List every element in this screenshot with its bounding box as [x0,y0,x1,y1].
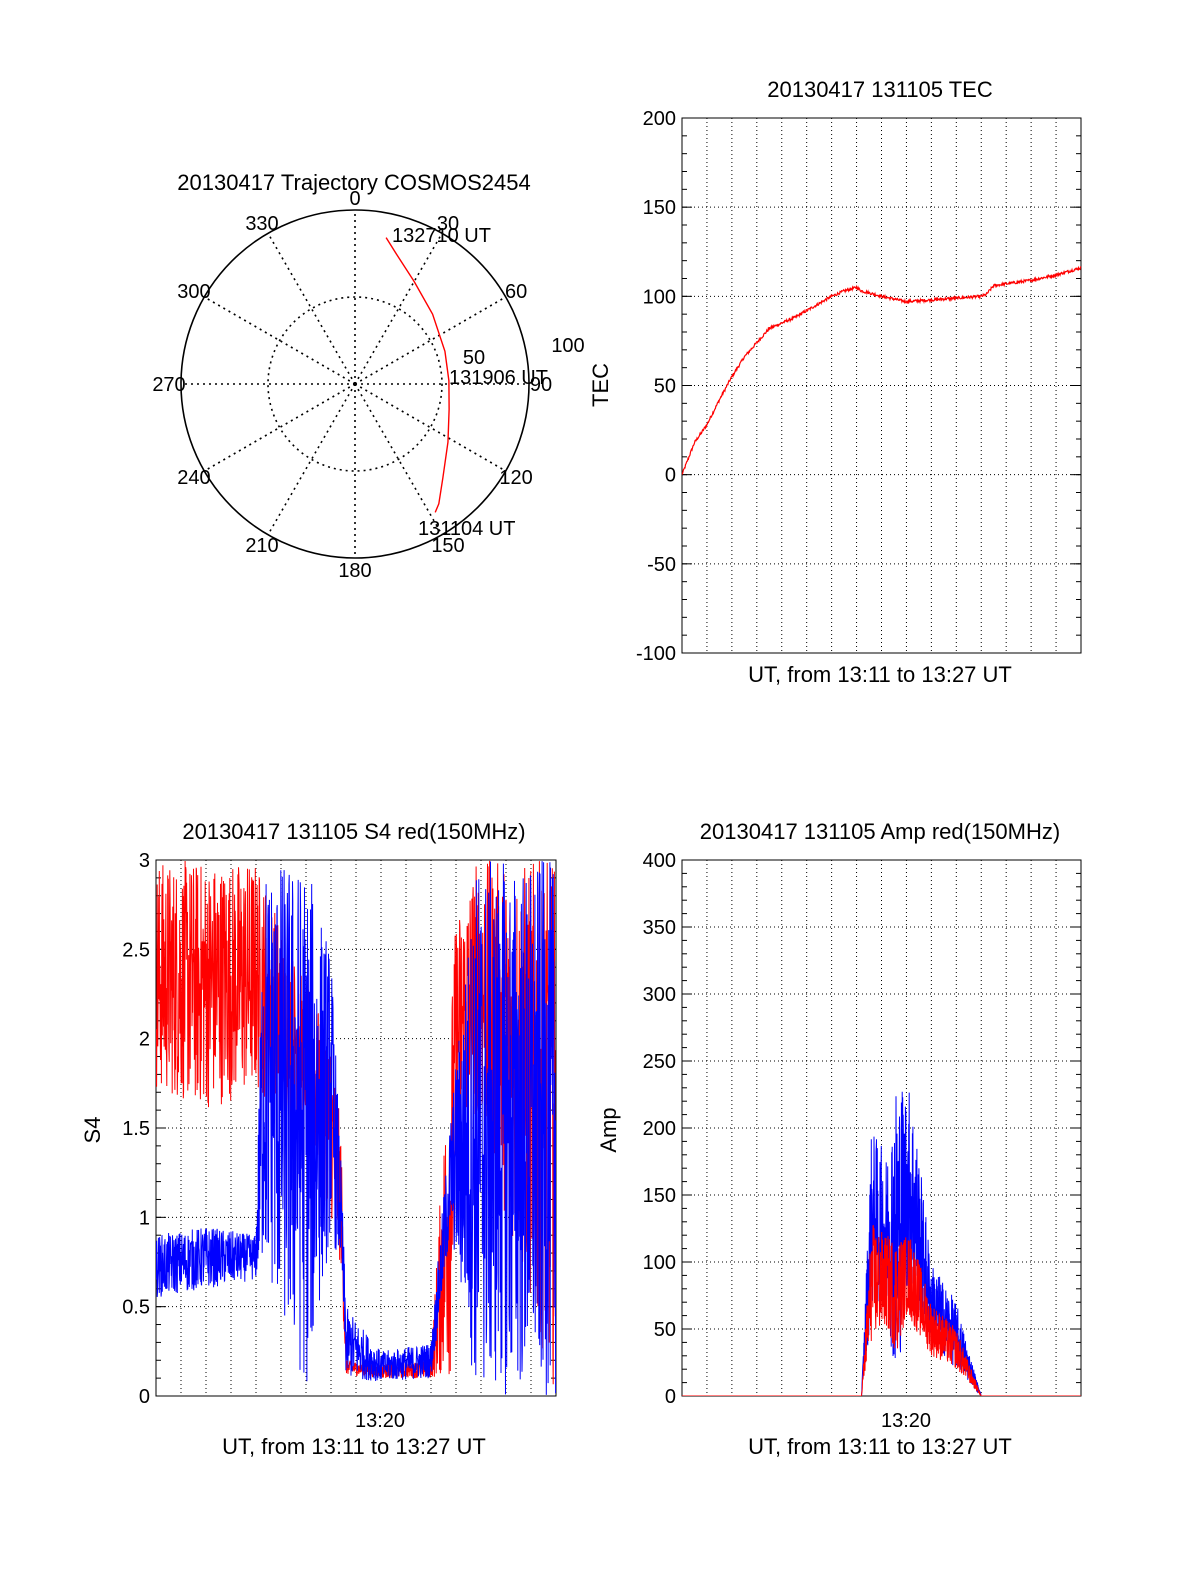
tec-series-line [681,265,1082,475]
polar-spoke [354,383,443,536]
tec-ytick-label: -100 [636,643,676,665]
polar-outer-ring [180,209,530,559]
amp-ytick-label: 300 [643,984,676,1006]
polar-ring-label: 50 [463,347,485,369]
s4-xlabel: UT, from 13:11 to 13:27 UT [222,1434,486,1459]
tec-ytick-label: 200 [643,108,676,130]
polar-spoke [354,383,507,472]
polar-spoke [267,383,356,536]
amp-ytick-label: 150 [643,1185,676,1207]
amp-xtick-label: 13:20 [881,1410,931,1432]
amp-series-blue [682,1091,1081,1396]
amp-series-red [682,1225,1081,1396]
amp-ytick-label: 0 [665,1386,676,1408]
polar-time-label-end: 132710 UT [392,225,491,247]
polar-ring-50 [267,296,443,472]
polar-azimuth-label: 150 [431,535,464,557]
polar-azimuth-label: 300 [177,281,210,303]
amp-ytick-label: 100 [643,1252,676,1274]
polar-spoke [354,296,507,385]
s4-series-blue [156,861,556,1395]
s4-xtick-label: 13:20 [355,1410,405,1432]
s4-ytick-label: 1 [139,1207,150,1229]
s4-title: 20130417 131105 S4 red(150MHz) [182,819,525,844]
tec-plot: 20130417 131105 TEC UT, from 13:11 to 13… [588,77,1082,687]
polar-trajectory-line [385,237,450,513]
polar-azimuth-label: 60 [505,281,527,303]
tec-ytick-label: -50 [647,554,676,576]
polar-title: 20130417 Trajectory COSMOS2454 [177,170,530,195]
tec-xlabel: UT, from 13:11 to 13:27 UT [748,662,1012,687]
s4-ytick-label: 3 [139,850,150,872]
polar-spoke [354,232,443,385]
polar-spoke [203,296,356,385]
s4-ytick-label: 0 [139,1386,150,1408]
s4-ylabel: S4 [80,1117,105,1144]
s4-plot: 20130417 131105 S4 red(150MHz) UT, from … [80,819,557,1459]
polar-trajectory-plot: 20130417 Trajectory COSMOS2454 0 30 60 90 12… [152,170,584,582]
polar-spoke [203,383,356,472]
polar-azimuth-label: 210 [245,535,278,557]
tec-ytick-label: 0 [665,465,676,487]
tec-frame [681,117,1082,654]
polar-time-label-mid: 131906 UT [449,367,548,389]
amp-frame [681,859,1082,1397]
tec-title: 20130417 131105 TEC [767,77,993,102]
polar-azimuth-label: 30 [437,213,459,235]
amp-plot: 20130417 131105 Amp red(150MHz) UT, from… [596,819,1082,1459]
polar-azimuth-label: 270 [152,374,185,396]
s4-ytick-label: 0.5 [122,1297,150,1319]
amp-ytick-label: 50 [654,1319,676,1341]
amp-ylabel: Amp [596,1107,621,1152]
amp-xlabel: UT, from 13:11 to 13:27 UT [748,1434,1012,1459]
polar-spoke [267,232,356,385]
amp-series-group [682,1091,1081,1396]
polar-azimuth-label: 240 [177,467,210,489]
tec-ytick-label: 100 [643,286,676,308]
amp-ytick-label: 250 [643,1051,676,1073]
amp-ytick-label: 400 [643,850,676,872]
polar-azimuth-label: 330 [245,213,278,235]
polar-azimuth-label: 0 [349,188,360,210]
tec-ytick-label: 50 [654,376,676,398]
tec-ytick-label: 150 [643,197,676,219]
amp-title: 20130417 131105 Amp red(150MHz) [700,819,1060,844]
s4-ytick-label: 2 [139,1029,150,1051]
polar-ring-label: 100 [551,335,584,357]
s4-ytick-label: 2.5 [122,939,150,961]
polar-azimuth-label: 180 [338,560,371,582]
amp-ytick-label: 200 [643,1118,676,1140]
s4-ytick-label: 1.5 [122,1118,150,1140]
amp-ytick-label: 350 [643,917,676,939]
s4-series-group [156,860,556,1395]
polar-azimuth-label: 90 [530,374,552,396]
polar-time-label-start: 131104 UT [418,518,515,540]
tec-ylabel: TEC [588,363,613,407]
polar-azimuth-label: 120 [499,467,532,489]
